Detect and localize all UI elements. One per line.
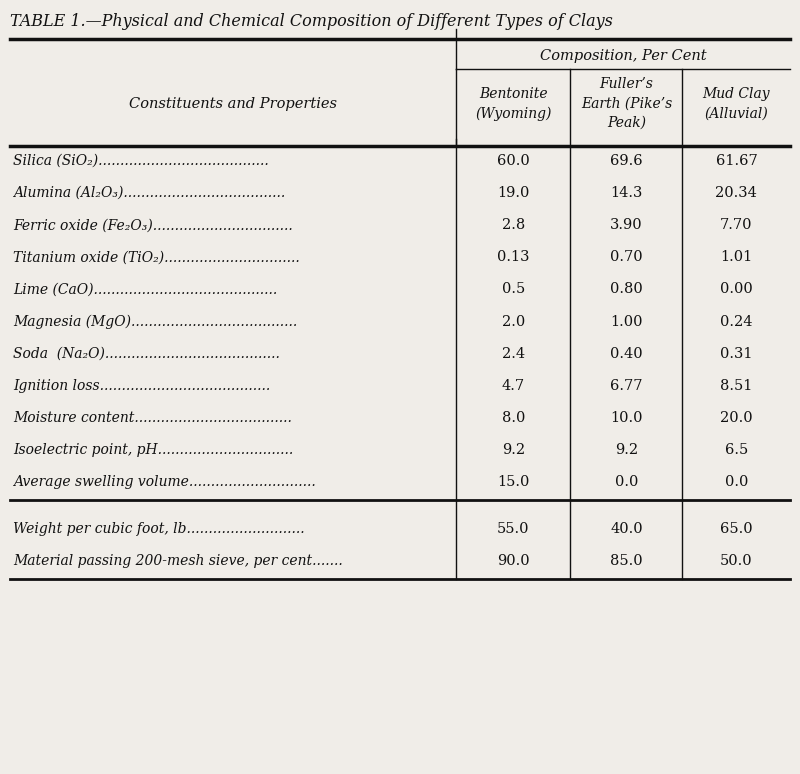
Text: 9.2: 9.2 [615, 443, 638, 457]
Text: Peak): Peak) [607, 116, 646, 130]
Text: Lime (CaO)..........................................: Lime (CaO)..............................… [13, 283, 277, 296]
Text: Magnesia (MgO)......................................: Magnesia (MgO)..........................… [13, 314, 297, 329]
Text: 3.90: 3.90 [610, 218, 642, 232]
Text: Isoelectric point, pH...............................: Isoelectric point, pH...................… [13, 443, 293, 457]
Text: Material passing 200-mesh sieve, per cent.......: Material passing 200-mesh sieve, per cen… [13, 554, 342, 568]
Text: 20.34: 20.34 [715, 186, 758, 200]
Text: 65.0: 65.0 [720, 522, 753, 536]
Text: 2.0: 2.0 [502, 314, 525, 329]
Text: 7.70: 7.70 [720, 218, 753, 232]
Text: 14.3: 14.3 [610, 186, 642, 200]
Text: 0.5: 0.5 [502, 283, 525, 296]
Text: 8.51: 8.51 [720, 378, 753, 393]
Text: 19.0: 19.0 [497, 186, 530, 200]
Text: 10.0: 10.0 [610, 411, 642, 425]
Text: Earth (Pike’s: Earth (Pike’s [581, 97, 672, 111]
Text: 1.00: 1.00 [610, 314, 642, 329]
Text: 0.24: 0.24 [720, 314, 753, 329]
Text: 40.0: 40.0 [610, 522, 642, 536]
Text: Mud Clay: Mud Clay [702, 87, 770, 101]
Text: 90.0: 90.0 [497, 554, 530, 568]
Text: 0.0: 0.0 [725, 475, 748, 489]
Text: 60.0: 60.0 [497, 154, 530, 168]
Text: Ferric oxide (Fe₂O₃)................................: Ferric oxide (Fe₂O₃)....................… [13, 218, 293, 232]
Text: 0.31: 0.31 [720, 347, 753, 361]
Text: Constituents and Properties: Constituents and Properties [129, 97, 337, 111]
Text: 20.0: 20.0 [720, 411, 753, 425]
Text: 0.00: 0.00 [720, 283, 753, 296]
Text: 2.8: 2.8 [502, 218, 525, 232]
Text: Composition, Per Cent: Composition, Per Cent [540, 49, 706, 63]
Text: Titanium oxide (TiO₂)...............................: Titanium oxide (TiO₂)...................… [13, 250, 299, 265]
Text: Moisture content....................................: Moisture content........................… [13, 411, 292, 425]
Text: 9.2: 9.2 [502, 443, 525, 457]
Text: Average swelling volume.............................: Average swelling volume.................… [13, 475, 315, 489]
Text: 6.5: 6.5 [725, 443, 748, 457]
Text: Fuller’s: Fuller’s [599, 77, 654, 91]
Text: Alumina (Al₂O₃).....................................: Alumina (Al₂O₃).........................… [13, 186, 285, 200]
Text: Silica (SiO₂).......................................: Silica (SiO₂)...........................… [13, 154, 269, 168]
Text: 0.0: 0.0 [614, 475, 638, 489]
Text: (Wyoming): (Wyoming) [475, 106, 551, 121]
Text: 0.80: 0.80 [610, 283, 642, 296]
Text: 0.40: 0.40 [610, 347, 642, 361]
Text: 0.70: 0.70 [610, 250, 642, 265]
Text: (Alluvial): (Alluvial) [705, 106, 768, 121]
Text: 1.01: 1.01 [720, 250, 753, 265]
Text: 8.0: 8.0 [502, 411, 525, 425]
Text: Soda  (Na₂O)........................................: Soda (Na₂O).............................… [13, 347, 280, 361]
Text: 15.0: 15.0 [497, 475, 530, 489]
Text: 4.7: 4.7 [502, 378, 525, 393]
Text: TABLE 1.—Physical and Chemical Composition of Different Types of Clays: TABLE 1.—Physical and Chemical Compositi… [10, 13, 613, 30]
Text: 61.67: 61.67 [715, 154, 758, 168]
Text: 85.0: 85.0 [610, 554, 642, 568]
Text: 0.13: 0.13 [497, 250, 530, 265]
Text: Weight per cubic foot, lb...........................: Weight per cubic foot, lb...............… [13, 522, 305, 536]
Text: 2.4: 2.4 [502, 347, 525, 361]
Text: 69.6: 69.6 [610, 154, 642, 168]
Text: Bentonite: Bentonite [479, 87, 547, 101]
Text: 55.0: 55.0 [497, 522, 530, 536]
Text: Ignition loss.......................................: Ignition loss...........................… [13, 378, 270, 393]
Text: 6.77: 6.77 [610, 378, 642, 393]
Text: 50.0: 50.0 [720, 554, 753, 568]
